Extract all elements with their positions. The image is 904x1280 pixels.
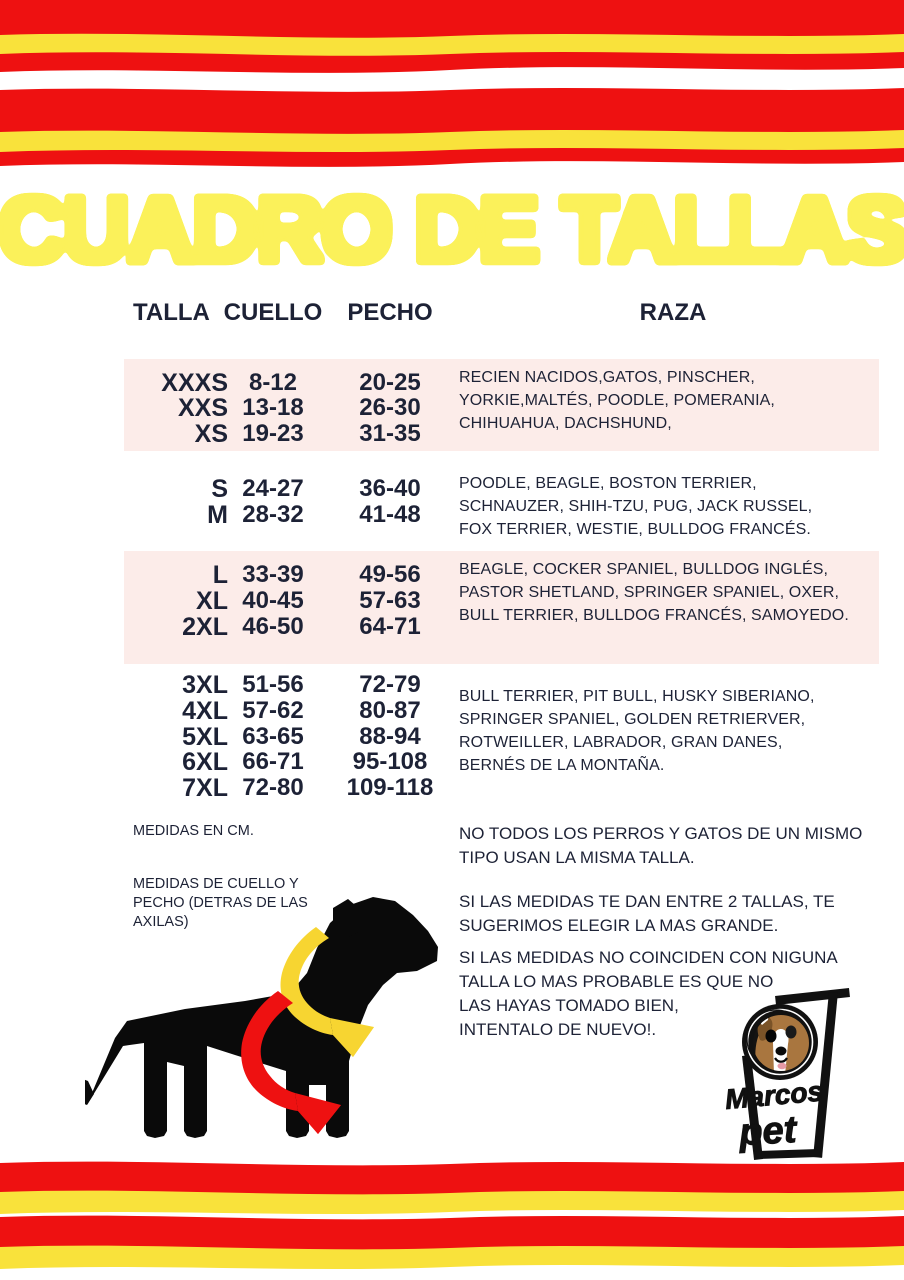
svg-text:pet: pet [737,1109,798,1154]
svg-text:Marcos: Marcos [724,1076,824,1115]
svg-text:CUADRO DE TALLAS: CUADRO DE TALLAS [0,186,904,281]
